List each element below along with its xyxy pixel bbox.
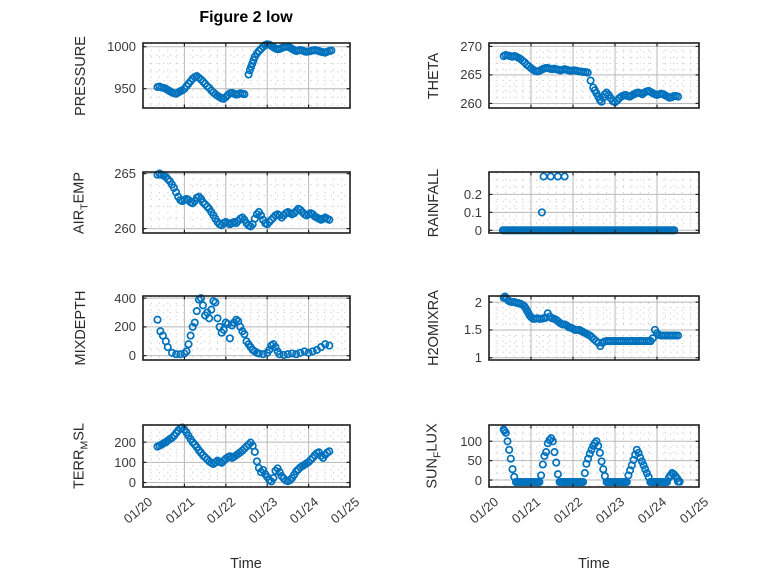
y-tick-label-mixdepth: 200 [114,319,136,335]
axes-box [488,42,700,109]
y-tick-label-h2omixra: 1.5 [463,322,482,338]
x-axis-label-right: Time [578,556,610,572]
tick-marks [488,172,700,233]
y-tick-label-pressure: 1000 [107,39,136,55]
y-axis-label-mixdepth: MIXDEPTH [73,290,89,366]
y-axis-label-theta: THETA [426,52,442,99]
y-axis-label-pressure: PRESSURE [73,35,89,116]
y-tick-label-h2omixra: 1 [474,350,482,366]
y-tick-label-terr_msl: 100 [114,454,136,470]
minor-grid [143,296,350,360]
x-tick-label: 01/24 [286,494,322,527]
y-tick-label-sun_flux: 0 [474,472,482,488]
y-tick-label-sun_flux: 100 [460,433,482,449]
y-tick-label-rainfall: 0.1 [463,204,482,220]
y-axis-label-h2omixra: H2OMIXRA [426,290,442,366]
y-tick-label-pressure: 950 [114,81,136,97]
x-tick-label: 01/23 [245,494,280,527]
y-axis-label-terr_msl: TERRMSL [71,423,91,489]
data-points [499,292,683,351]
major-grid [489,172,699,233]
x-tick-label: 01/24 [635,494,670,527]
x-tick-label: 01/25 [328,494,363,527]
subplot-terr_msl-plot [142,423,351,488]
subplot-h2omixra-plot [488,292,700,361]
y-tick-label-terr_msl: 200 [114,434,136,450]
y-tick-label-terr_msl: 0 [128,475,136,491]
axes-box [142,171,351,234]
subplot-mixdepth-plot [142,294,351,361]
axes-box [488,295,700,361]
axes-box [142,295,351,361]
y-tick-label-mixdepth: 0 [128,348,136,364]
major-grid [489,296,699,360]
y-tick-label-rainfall: 0.2 [463,186,482,202]
subplot-sun_flux-plot [488,424,700,488]
data-points [498,172,679,235]
y-tick-label-h2omixra: 2 [474,294,482,310]
data-points [499,50,683,107]
axes-box [142,42,351,109]
data-points [153,294,334,360]
data-points [153,423,334,486]
x-tick-label: 01/23 [593,494,628,527]
x-tick-label: 01/20 [467,494,502,527]
x-tick-label: 01/20 [121,494,156,527]
y-tick-label-rainfall: 0 [474,222,482,238]
axes-box [488,424,700,488]
subplot-theta-plot [488,42,700,109]
minor-grid [489,172,699,233]
x-tick-label: 01/21 [509,494,544,527]
x-tick-label: 01/22 [551,494,586,527]
x-tick-label: 01/22 [203,494,239,527]
axes-box [142,424,351,488]
data-points [499,425,684,487]
figure-title: Figure 2 low [199,9,293,26]
x-tick-label: 01/21 [162,494,198,527]
y-tick-label-theta: 270 [460,38,482,54]
y-tick-label-theta: 260 [460,95,482,111]
y-tick-label-theta: 265 [460,67,482,83]
data-points [153,169,334,231]
y-tick-label-air_temp: 265 [114,166,136,182]
major-grid [489,43,699,108]
y-axis-label-air_temp: AIRTEMP [71,171,91,234]
y-tick-label-sun_flux: 50 [467,453,482,469]
axes-box [488,171,700,234]
subplot-air_temp-plot [142,169,351,234]
y-tick-label-mixdepth: 400 [114,290,136,306]
x-axis-label-left: Time [230,556,262,572]
x-tick-label: 01/25 [677,494,712,527]
y-axis-label-sun_flux: SUNFLUX [424,423,444,489]
subplot-pressure-plot [142,40,351,109]
y-axis-label-rainfall: RAINFALL [426,168,442,237]
subplot-rainfall-plot [488,171,700,235]
y-tick-label-air_temp: 260 [114,221,136,237]
data-points [153,40,336,103]
